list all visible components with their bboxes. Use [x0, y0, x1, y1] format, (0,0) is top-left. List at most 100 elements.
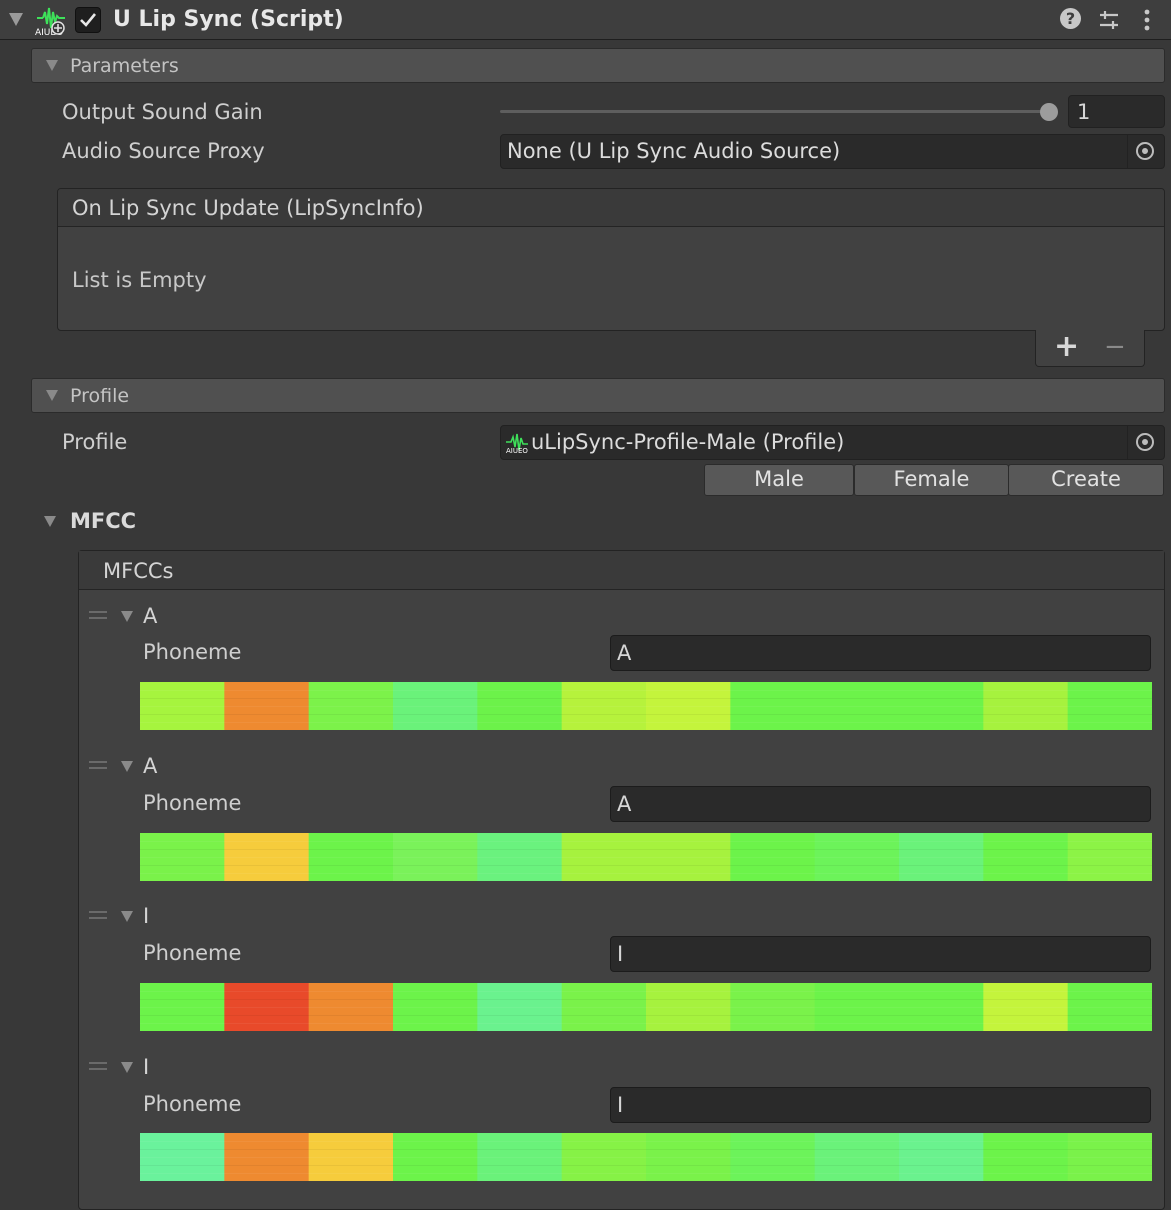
mfcc-band — [140, 999, 225, 1000]
female-button[interactable]: Female — [854, 464, 1009, 496]
mfcc-cell — [561, 833, 647, 881]
slider-knob[interactable] — [1040, 103, 1058, 121]
mfcc-cell — [140, 833, 225, 881]
phoneme-input[interactable]: A — [610, 786, 1151, 822]
help-icon[interactable]: ? — [1060, 8, 1081, 29]
mfcc-band — [140, 857, 225, 858]
mfcc-band — [140, 849, 225, 850]
mfcc-band — [646, 706, 731, 707]
mfcc-item-name: A — [143, 754, 158, 778]
mfcc-band — [140, 1141, 225, 1142]
mfcc-band — [561, 1141, 647, 1142]
mfcc-cell — [814, 682, 900, 730]
mfcc-foldout-label[interactable]: MFCC — [70, 509, 137, 533]
mfcc-cell — [814, 983, 900, 1031]
event-header: On Lip Sync Update (LipSyncInfo) — [58, 189, 1164, 227]
mfcc-band — [561, 1023, 647, 1024]
create-button[interactable]: Create — [1008, 464, 1164, 496]
component-enabled-checkbox[interactable] — [75, 7, 101, 33]
profile-section-header[interactable]: Profile — [31, 378, 1165, 413]
mfcc-band — [983, 849, 1069, 850]
mfcc-band — [646, 1141, 731, 1142]
mfcc-band — [814, 722, 900, 723]
mfcc-band — [140, 690, 225, 691]
profile-field[interactable]: AIUEO uLipSync-Profile-Male (Profile) — [500, 425, 1165, 460]
mfcc-band — [393, 1015, 478, 1016]
phoneme-input[interactable]: I — [610, 1087, 1151, 1123]
mfcc-band — [1067, 991, 1152, 992]
phoneme-input[interactable]: A — [610, 635, 1151, 671]
mfcc-band — [477, 722, 563, 723]
mfcc-band — [730, 1173, 816, 1174]
phoneme-input[interactable]: I — [610, 936, 1151, 972]
mfcc-band — [393, 1007, 478, 1008]
drag-handle-icon[interactable] — [89, 1062, 107, 1070]
output-sound-gain-slider[interactable] — [500, 110, 1050, 113]
preset-icon[interactable] — [1098, 9, 1120, 31]
mfcc-band — [477, 714, 563, 715]
profile-label: Profile — [62, 430, 128, 454]
mfcc-band — [983, 1173, 1069, 1174]
mfcc-band — [646, 999, 731, 1000]
parameters-section-header[interactable]: Parameters — [31, 48, 1165, 83]
kebab-menu-icon[interactable] — [1143, 8, 1151, 32]
mfcc-band — [561, 865, 647, 866]
mfcc-band — [393, 706, 478, 707]
mfcc-band — [983, 1141, 1069, 1142]
object-picker-button[interactable] — [1127, 135, 1164, 168]
foldout-arrow-icon[interactable] — [121, 761, 133, 772]
mfcc-band — [899, 714, 984, 715]
mfcc-band — [983, 1165, 1069, 1166]
mfcc-band — [899, 1157, 984, 1158]
mfcc-band — [983, 873, 1069, 874]
mfcc-band — [393, 714, 478, 715]
mfcc-band — [646, 873, 731, 874]
component-header[interactable]: AIUEO U Lip Sync (Script) ? — [0, 0, 1171, 40]
mfcc-band — [393, 1141, 478, 1142]
foldout-arrow-icon[interactable] — [9, 13, 23, 26]
mfcc-band — [646, 698, 731, 699]
mfcc-foldout-arrow-icon[interactable] — [44, 516, 56, 527]
mfcc-visualization — [140, 983, 1152, 1031]
mfcc-band — [814, 857, 900, 858]
drag-handle-icon[interactable] — [89, 611, 107, 619]
mfcc-band — [1067, 690, 1152, 691]
mfcc-band — [224, 706, 310, 707]
mfcc-band — [646, 865, 731, 866]
mfcc-band — [140, 1023, 225, 1024]
mfcc-band — [983, 865, 1069, 866]
male-button[interactable]: Male — [704, 464, 854, 496]
foldout-arrow-icon[interactable] — [121, 911, 133, 922]
remove-element-button[interactable]: − — [1104, 332, 1126, 362]
add-element-button[interactable]: + — [1054, 329, 1080, 364]
output-sound-gain-label: Output Sound Gain — [62, 100, 263, 124]
mfcc-band — [899, 1015, 984, 1016]
mfcc-cell — [646, 983, 731, 1031]
profile-value: uLipSync-Profile-Male (Profile) — [531, 430, 845, 454]
mfcc-cell — [224, 682, 310, 730]
mfcc-band — [899, 873, 984, 874]
mfcc-cell — [730, 983, 816, 1031]
mfcc-band — [646, 857, 731, 858]
mfcc-visualization — [140, 833, 1152, 881]
mfcc-cell — [730, 682, 816, 730]
mfcc-band — [393, 1165, 478, 1166]
mfcc-band — [224, 690, 310, 691]
mfcc-band — [1067, 1007, 1152, 1008]
foldout-arrow-icon[interactable] — [121, 611, 133, 622]
mfcc-band — [730, 690, 816, 691]
foldout-arrow-icon[interactable] — [121, 1062, 133, 1073]
mfcc-band — [308, 1007, 394, 1008]
mfcc-band — [477, 706, 563, 707]
drag-handle-icon[interactable] — [89, 761, 107, 769]
mfcc-cell — [899, 1133, 984, 1181]
mfcc-band — [983, 1149, 1069, 1150]
audio-source-proxy-field[interactable]: None (U Lip Sync Audio Source) — [500, 134, 1165, 169]
drag-handle-icon[interactable] — [89, 911, 107, 919]
mfcc-band — [140, 722, 225, 723]
output-sound-gain-field[interactable]: 1 — [1068, 95, 1165, 128]
mfcc-band — [477, 849, 563, 850]
mfcc-cell — [308, 983, 394, 1031]
mfcc-band — [140, 706, 225, 707]
object-picker-button[interactable] — [1127, 426, 1164, 459]
